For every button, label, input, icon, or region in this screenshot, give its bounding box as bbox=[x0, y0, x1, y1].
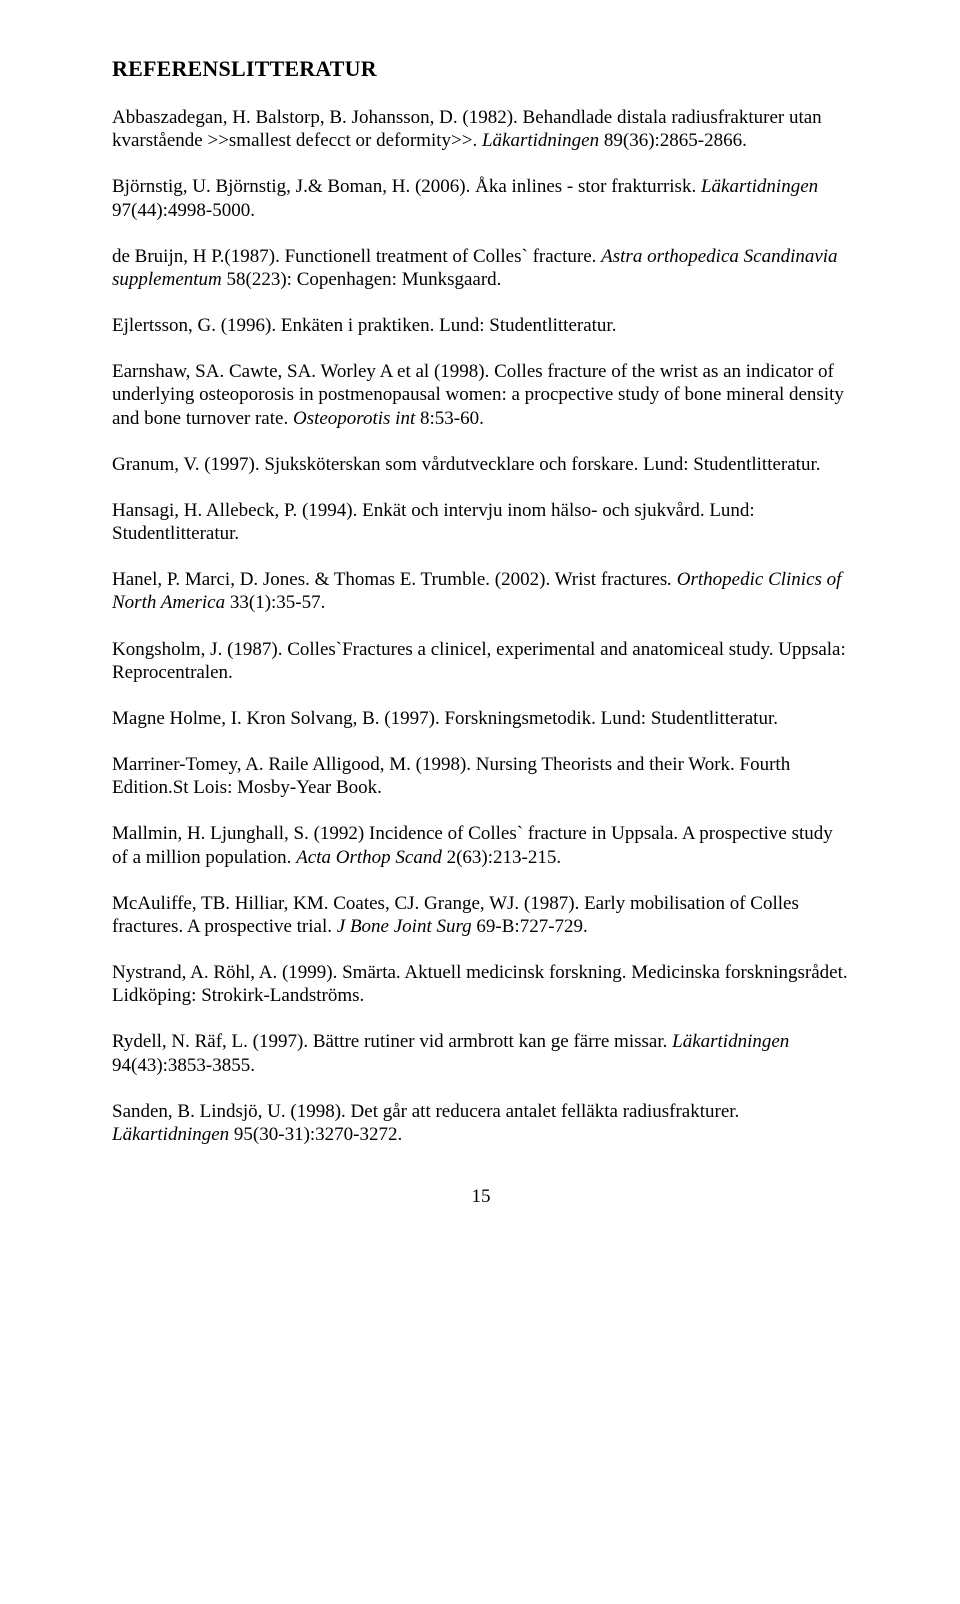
reference-entry: de Bruijn, H P.(1987). Functionell treat… bbox=[112, 245, 850, 291]
page-content: REFERENSLITTERATUR Abbaszadegan, H. Bals… bbox=[0, 0, 960, 1248]
page-title: REFERENSLITTERATUR bbox=[112, 56, 850, 82]
reference-text: Hanel, P. Marci, D. Jones. & Thomas E. T… bbox=[112, 569, 667, 590]
reference-text: Magne Holme, I. Kron Solvang, B. (1997).… bbox=[112, 708, 778, 729]
reference-text: Kongsholm, J. (1987). Colles`Fractures a… bbox=[112, 639, 846, 683]
reference-journal: Läkartidningen bbox=[112, 1124, 229, 1145]
reference-entry: Abbaszadegan, H. Balstorp, B. Johansson,… bbox=[112, 106, 850, 152]
reference-entry: Hanel, P. Marci, D. Jones. & Thomas E. T… bbox=[112, 568, 850, 614]
reference-text: 8:53-60. bbox=[415, 408, 484, 429]
reference-text: Sanden, B. Lindsjö, U. (1998). Det går a… bbox=[112, 1101, 739, 1122]
reference-journal: Osteoporotis int bbox=[293, 408, 415, 429]
reference-journal: J Bone Joint Surg bbox=[337, 916, 472, 937]
reference-text: 94(43):3853-3855. bbox=[112, 1055, 255, 1076]
reference-text: Nystrand, A. Röhl, A. (1999). Smärta. Ak… bbox=[112, 962, 848, 1006]
reference-text: Hansagi, H. Allebeck, P. (1994). Enkät o… bbox=[112, 500, 755, 544]
reference-text: de Bruijn, H P.(1987). Functionell treat… bbox=[112, 246, 601, 267]
reference-text: Björnstig, U. Björnstig, J.& Boman, H. (… bbox=[112, 176, 701, 197]
reference-entry: McAuliffe, TB. Hilliar, KM. Coates, CJ. … bbox=[112, 892, 850, 938]
reference-entry: Hansagi, H. Allebeck, P. (1994). Enkät o… bbox=[112, 499, 850, 545]
references-list: Abbaszadegan, H. Balstorp, B. Johansson,… bbox=[112, 106, 850, 1146]
reference-journal: Läkartidningen bbox=[672, 1031, 789, 1052]
reference-entry: Kongsholm, J. (1987). Colles`Fractures a… bbox=[112, 638, 850, 684]
reference-text: 89(36):2865-2866. bbox=[599, 130, 747, 151]
reference-journal: Acta Orthop Scand bbox=[296, 847, 442, 868]
reference-entry: Earnshaw, SA. Cawte, SA. Worley A et al … bbox=[112, 360, 850, 430]
reference-journal: Läkartidningen bbox=[482, 130, 599, 151]
reference-entry: Nystrand, A. Röhl, A. (1999). Smärta. Ak… bbox=[112, 961, 850, 1007]
page-number: 15 bbox=[112, 1186, 850, 1208]
reference-text: Marriner-Tomey, A. Raile Alligood, M. (1… bbox=[112, 754, 790, 798]
reference-journal: Läkartidningen bbox=[701, 176, 818, 197]
reference-text: 33(1):35-57. bbox=[225, 592, 325, 613]
reference-text: Ejlertsson, G. (1996). Enkäten i praktik… bbox=[112, 315, 616, 336]
reference-entry: Granum, V. (1997). Sjuksköterskan som vå… bbox=[112, 453, 850, 476]
reference-text: Granum, V. (1997). Sjuksköterskan som vå… bbox=[112, 454, 820, 475]
reference-entry: Rydell, N. Räf, L. (1997). Bättre rutine… bbox=[112, 1030, 850, 1076]
reference-entry: Ejlertsson, G. (1996). Enkäten i praktik… bbox=[112, 314, 850, 337]
reference-text: Rydell, N. Räf, L. (1997). Bättre rutine… bbox=[112, 1031, 672, 1052]
reference-text: 95(30-31):3270-3272. bbox=[229, 1124, 402, 1145]
reference-entry: Mallmin, H. Ljunghall, S. (1992) Inciden… bbox=[112, 822, 850, 868]
reference-text: 69-B:727-729. bbox=[472, 916, 588, 937]
reference-text: 58(223): Copenhagen: Munksgaard. bbox=[222, 269, 502, 290]
reference-entry: Magne Holme, I. Kron Solvang, B. (1997).… bbox=[112, 707, 850, 730]
reference-entry: Marriner-Tomey, A. Raile Alligood, M. (1… bbox=[112, 753, 850, 799]
reference-text: 97(44):4998-5000. bbox=[112, 200, 255, 221]
reference-entry: Björnstig, U. Björnstig, J.& Boman, H. (… bbox=[112, 175, 850, 221]
reference-entry: Sanden, B. Lindsjö, U. (1998). Det går a… bbox=[112, 1100, 850, 1146]
reference-text: 2(63):213-215. bbox=[442, 847, 561, 868]
